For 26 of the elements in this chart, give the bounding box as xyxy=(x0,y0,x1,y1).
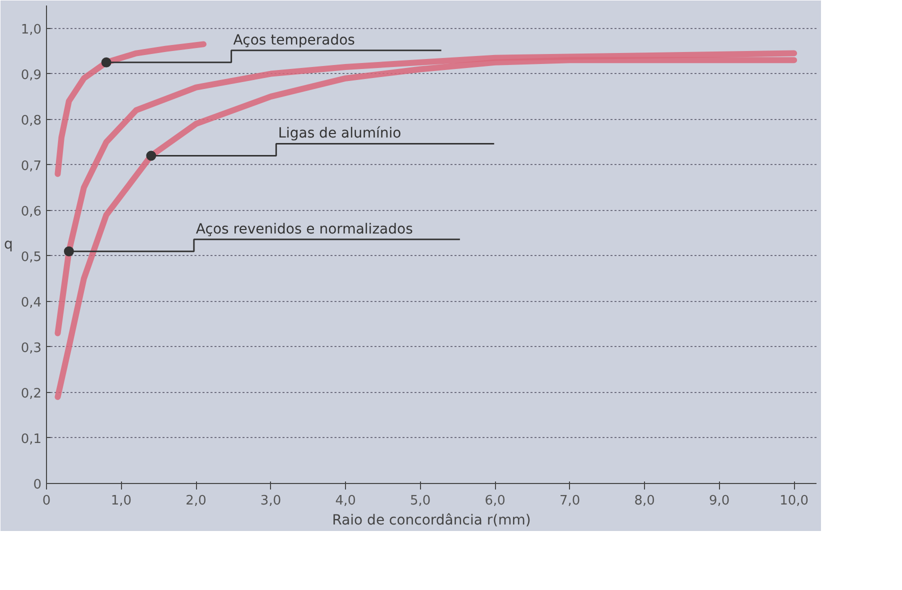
x-tick-label: 2,0 xyxy=(186,494,206,508)
y-tick-label: 0,3 xyxy=(20,340,42,356)
y-tick-label: 0,5 xyxy=(20,250,42,265)
x-tick-label: 7,0 xyxy=(559,494,580,508)
annotation: Ligas de alumínio xyxy=(278,126,402,142)
y-tick-label: 0,7 xyxy=(20,158,42,174)
y-tick-label: 1,0 xyxy=(20,22,42,38)
y-tick-label: 0,9 xyxy=(20,68,42,83)
x-tick-label: 6,0 xyxy=(484,494,506,508)
x-tick-label: 4,0 xyxy=(335,494,356,508)
x-tick-label: 10,0 xyxy=(780,494,809,508)
x-tick-label: 9,0 xyxy=(708,494,730,508)
y-tick-label: 0,2 xyxy=(20,386,42,402)
x-tick-label: 3,0 xyxy=(260,494,282,508)
y-tick-label: 0,8 xyxy=(20,113,42,128)
annotation: Aços revenidos e normalizados xyxy=(196,221,413,238)
y-tick-label: 0,6 xyxy=(20,204,42,220)
x-tick-label: 5,0 xyxy=(410,494,431,508)
y-tick-label: 0,4 xyxy=(20,295,42,310)
y-tick-label: 0,1 xyxy=(20,432,42,447)
x-tick-label: 8,0 xyxy=(634,494,655,508)
y-tick-label: 0 xyxy=(33,478,42,492)
y-axis-title: q xyxy=(4,236,13,252)
x-tick-label: 1,0 xyxy=(110,494,132,508)
x-axis-title: Raio de concordância r(mm) xyxy=(332,512,531,528)
annotation: Aços temperados xyxy=(233,32,355,48)
